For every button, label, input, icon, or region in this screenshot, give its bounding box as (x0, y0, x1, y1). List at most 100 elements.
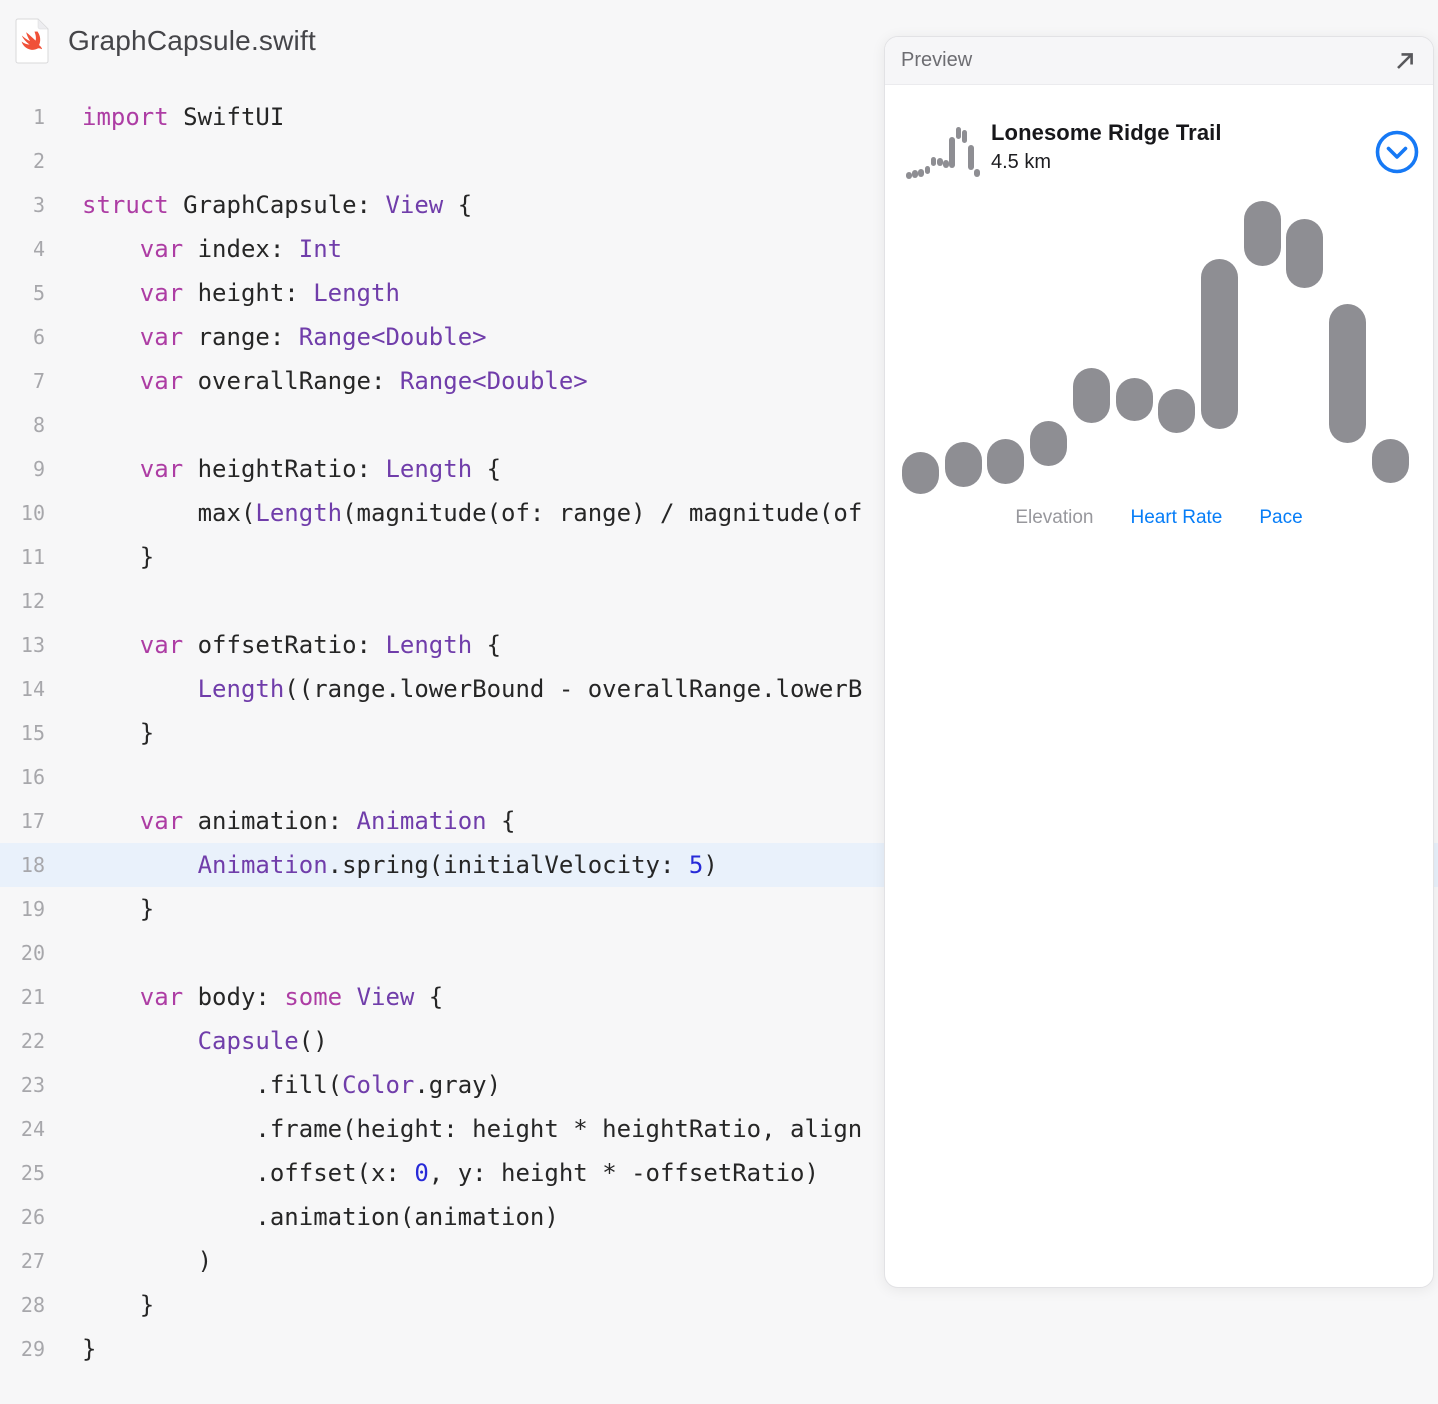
mini-graph-icon (906, 125, 980, 179)
code-line: 4 var index: Int (0, 227, 1438, 271)
code-line: 27 ) (0, 1239, 1438, 1283)
graph-capsule (968, 145, 974, 170)
code-line: 23 .fill(Color.gray) (0, 1063, 1438, 1107)
graph-capsule (949, 137, 955, 168)
code-line: 15 } (0, 711, 1438, 755)
code-line: 8 (0, 403, 1438, 447)
line-number: 1 (32, 105, 45, 129)
line-number: 14 (20, 677, 45, 701)
line-number: 20 (20, 941, 45, 965)
graph-capsule (906, 171, 912, 179)
preview-panel: Preview Lonesome Ridge Trail 4.5 km Elev… (884, 36, 1434, 1288)
graph-capsule (955, 127, 962, 139)
graph-capsule (930, 156, 937, 167)
code-line: 1 import SwiftUI (0, 95, 1438, 139)
graph-capsule (912, 169, 918, 178)
code-line: 2 (0, 139, 1438, 183)
code-line: 16 (0, 755, 1438, 799)
line-number: 19 (20, 897, 45, 921)
graph-capsule (943, 160, 949, 169)
code-text: var heightRatio: Length { (139, 455, 502, 483)
expand-preview-button[interactable] (1391, 47, 1419, 75)
graph-capsule (944, 442, 982, 487)
line-number: 17 (20, 809, 45, 833)
page-title: GraphCapsule.swift (68, 25, 316, 56)
line-number: 5 (32, 281, 45, 305)
line-number: 3 (32, 193, 45, 217)
line-number: 10 (20, 501, 45, 525)
code-text: var animation: Animation { (139, 807, 516, 835)
capsule-graph (902, 199, 1410, 494)
code-line: 29} (0, 1327, 1438, 1371)
line-number: 22 (20, 1029, 45, 1053)
code-line: 22 Capsule() (0, 1019, 1438, 1063)
line-number: 9 (32, 457, 45, 481)
code-text: var body: some View { (139, 983, 444, 1011)
code-line: 12 (0, 579, 1438, 623)
graph-capsule (974, 169, 980, 178)
line-number: 25 (20, 1161, 45, 1185)
line-number: 6 (32, 325, 45, 349)
line-number: 12 (20, 589, 45, 613)
code-line: 17 var animation: Animation { (0, 799, 1438, 843)
code-text: } (82, 719, 155, 747)
graph-capsule (1286, 219, 1324, 288)
graph-capsule (1371, 439, 1409, 483)
line-number: 23 (20, 1073, 45, 1097)
trail-text: Lonesome Ridge Trail 4.5 km (991, 120, 1222, 174)
trail-name: Lonesome Ridge Trail (991, 120, 1222, 145)
graph-capsule (1200, 259, 1238, 429)
code-text: } (82, 1335, 97, 1363)
code-line: 26 .animation(animation) (0, 1195, 1438, 1239)
code-line: 24 .frame(height: height * heightRatio, … (0, 1107, 1438, 1151)
line-number: 29 (20, 1337, 45, 1361)
code-text: Capsule() (197, 1027, 328, 1055)
code-text: var offsetRatio: Length { (139, 631, 502, 659)
graph-capsule (1030, 421, 1068, 466)
code-editor: 1 import SwiftUI 2 3 struct GraphCapsule: Vi… (0, 95, 1438, 1371)
line-number: 24 (20, 1117, 45, 1141)
code-text: Animation.spring(initialVelocity: 5) (197, 851, 718, 879)
code-text: } (82, 543, 155, 571)
graph-capsule (1158, 389, 1196, 433)
code-line: 14 Length((range.lowerBound - overallRan… (0, 667, 1438, 711)
graph-capsule (1329, 304, 1366, 443)
graph-capsule (1115, 378, 1153, 421)
graph-capsule (902, 452, 939, 494)
tab-heart-rate[interactable]: Heart Rate (1130, 507, 1223, 528)
trail-summary-row: Lonesome Ridge Trail 4.5 km (885, 120, 1433, 185)
line-number: 16 (20, 765, 45, 789)
code-line: 28 } (0, 1283, 1438, 1327)
titlebar: GraphCapsule.swift (14, 18, 316, 64)
code-text: import SwiftUI (82, 103, 285, 131)
preview-title: Preview (901, 49, 973, 71)
preview-panel-header: Preview (885, 37, 1433, 85)
tab-pace[interactable]: Pace (1259, 507, 1303, 528)
code-line: 21 var body: some View { (0, 975, 1438, 1019)
graph-capsule (961, 130, 968, 143)
code-text: .fill(Color.gray) (82, 1071, 502, 1099)
code-line: 9 var heightRatio: Length { (0, 447, 1438, 491)
graph-capsule (937, 158, 943, 167)
code-text: } (82, 1291, 155, 1319)
line-number: 2 (32, 149, 45, 173)
code-text: } (82, 895, 155, 923)
code-text: .frame(height: height * heightRatio, ali… (82, 1115, 863, 1143)
code-text: var height: Length (139, 279, 400, 307)
line-number: 4 (32, 237, 45, 261)
code-line: 7 var overallRange: Range<Double> (0, 359, 1438, 403)
code-line: 10 max(Length(magnitude(of: range) / mag… (0, 491, 1438, 535)
line-number: 27 (20, 1249, 45, 1273)
code-text: ) (82, 1247, 213, 1275)
graph-capsule (1243, 201, 1281, 266)
code-text: var index: Int (139, 235, 343, 263)
code-text: var overallRange: Range<Double> (139, 367, 588, 395)
arrow-up-right-icon (1397, 52, 1413, 69)
line-number: 13 (20, 633, 45, 657)
code-text: struct GraphCapsule: View { (82, 191, 473, 219)
tab-elevation[interactable]: Elevation (1015, 507, 1094, 528)
code-text: .animation(animation) (82, 1203, 559, 1231)
trail-disclosure-button[interactable] (1374, 129, 1420, 175)
graph-capsule (918, 169, 924, 178)
code-line: 5 var height: Length (0, 271, 1438, 315)
